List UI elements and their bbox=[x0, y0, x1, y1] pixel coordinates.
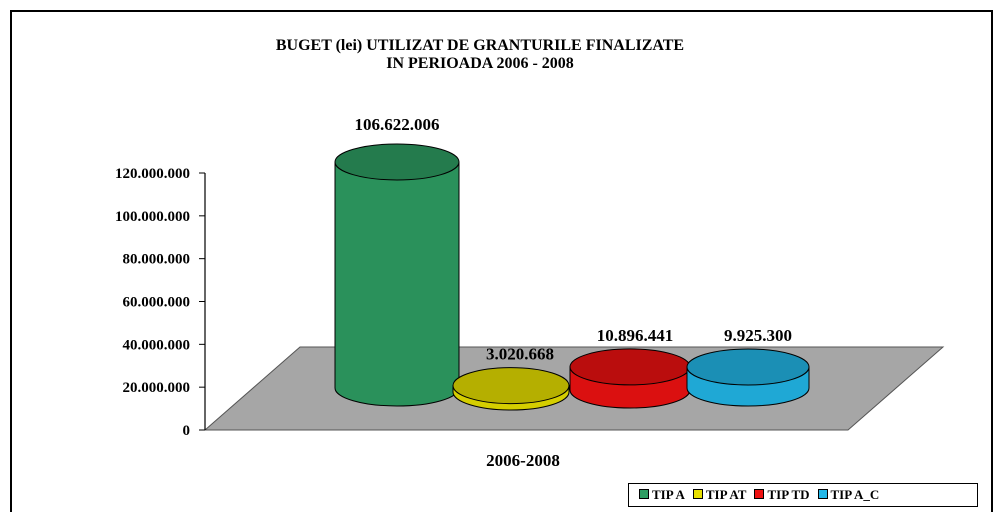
bar-top bbox=[569, 348, 691, 386]
bar-tip-a-c bbox=[686, 348, 810, 407]
data-label: 10.896.441 bbox=[597, 326, 674, 345]
legend-label: TIP AT bbox=[705, 487, 747, 502]
x-axis-category-label: 2006-2008 bbox=[486, 451, 560, 470]
data-label: 3.020.668 bbox=[486, 345, 554, 364]
legend-item: TIP A_C bbox=[817, 484, 880, 506]
legend-item: TIP TD bbox=[754, 484, 810, 506]
chart-title-line-1: BUGET (lei) UTILIZAT DE GRANTURILE FINAL… bbox=[276, 37, 684, 54]
y-tick-label: 40.000.000 bbox=[123, 337, 191, 353]
bar-tip-a bbox=[334, 143, 460, 407]
data-label: 106.622.006 bbox=[355, 115, 440, 134]
y-tick-label: 80.000.000 bbox=[123, 252, 191, 268]
bar-top bbox=[334, 143, 460, 181]
legend-swatch bbox=[817, 489, 828, 499]
bar-body bbox=[334, 161, 460, 407]
y-tick-label: 0 bbox=[183, 423, 191, 439]
chart-frame bbox=[10, 10, 993, 512]
legend-swatch bbox=[692, 489, 703, 499]
legend-label: TIP TD bbox=[767, 487, 810, 502]
legend-swatch bbox=[754, 489, 765, 499]
y-tick-label: 60.000.000 bbox=[123, 295, 191, 311]
y-tick-label: 100.000.000 bbox=[115, 209, 190, 225]
data-label: 9.925.300 bbox=[724, 326, 792, 345]
legend: TIP A TIP AT TIP TD TIP A_C bbox=[628, 483, 978, 507]
legend-label: TIP A_C bbox=[830, 487, 880, 502]
y-tick-label: 120.000.000 bbox=[115, 166, 190, 182]
legend-label: TIP A bbox=[652, 487, 685, 502]
legend-swatch bbox=[639, 489, 649, 499]
legend-item: TIP A bbox=[639, 484, 685, 506]
chart-title-line-2: IN PERIOADA 2006 - 2008 bbox=[386, 55, 574, 72]
bar-tip-at bbox=[452, 367, 570, 411]
bar-tip-td bbox=[569, 348, 691, 409]
bar-top bbox=[452, 367, 570, 405]
bar-top bbox=[686, 348, 810, 386]
bars-group: 106.622.006 3.020.668 10.896.441 9.925.300 bbox=[334, 115, 810, 411]
legend-item: TIP AT bbox=[692, 484, 747, 506]
y-axis-ticks: 0 20.000.000 40.000.000 60.000.000 80.000.00… bbox=[115, 166, 205, 439]
y-tick-label: 20.000.000 bbox=[123, 380, 191, 396]
